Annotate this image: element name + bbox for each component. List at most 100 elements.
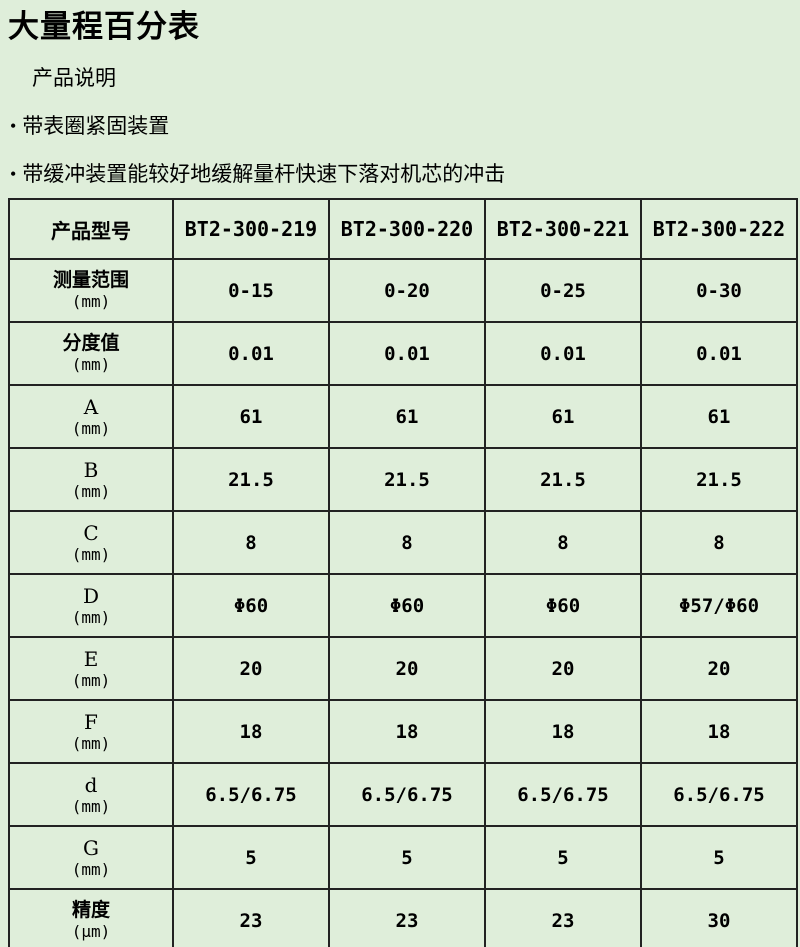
value-cell: Φ60 — [484, 573, 642, 639]
value-cell: 0-25 — [484, 258, 642, 324]
table-row: E (mm) 20 20 20 20 — [8, 636, 798, 702]
value-cell: 6.5/6.75 — [328, 762, 486, 828]
row-unit: (mm) — [71, 859, 111, 879]
value-cell: 20 — [328, 636, 486, 702]
row-label-cell: G (mm) — [8, 825, 174, 891]
section-heading: 产品说明 — [32, 65, 116, 90]
row-label: E — [83, 646, 99, 671]
row-label-cell: 分度值 (mm) — [8, 321, 174, 387]
value-cell: 23 — [172, 888, 330, 947]
row-unit: (mm) — [71, 670, 111, 690]
value-cell: 6.5/6.75 — [640, 762, 798, 828]
spec-table-body: 测量范围 (mm) 0-15 0-20 0-25 0-30 分度值 (mm) 0.01 0.01 0… — [8, 258, 798, 947]
row-unit: (mm) — [71, 733, 111, 753]
product-spec-table: 产品型号 BT2-300-219 BT2-300-220 BT2-300-221 BT… — [8, 198, 798, 947]
row-label: F — [84, 709, 98, 734]
header-cell-product-model: 产品型号 — [8, 198, 174, 261]
value-cell: 18 — [172, 699, 330, 765]
value-cell: 21.5 — [172, 447, 330, 513]
value-cell: 18 — [640, 699, 798, 765]
row-label: C — [83, 520, 99, 545]
value-cell: 61 — [484, 384, 642, 450]
header-cell-model: BT2-300-222 — [640, 198, 798, 261]
value-cell: Φ60 — [172, 573, 330, 639]
value-cell: 6.5/6.75 — [484, 762, 642, 828]
value-cell: 0-30 — [640, 258, 798, 324]
row-unit: (mm) — [71, 292, 111, 312]
row-label-cell: D (mm) — [8, 573, 174, 639]
value-cell: 20 — [484, 636, 642, 702]
table-row: d (mm) 6.5/6.75 6.5/6.75 6.5/6.75 6.5/6.75 — [8, 762, 798, 828]
row-label: B — [83, 457, 99, 482]
value-cell: Φ60 — [328, 573, 486, 639]
value-cell: 6.5/6.75 — [172, 762, 330, 828]
value-cell: 61 — [640, 384, 798, 450]
value-cell: 0.01 — [640, 321, 798, 387]
value-cell: 23 — [484, 888, 642, 947]
row-label: G — [83, 835, 99, 860]
value-cell: 0.01 — [484, 321, 642, 387]
row-label-cell: B (mm) — [8, 447, 174, 513]
table-row: 分度值 (mm) 0.01 0.01 0.01 0.01 — [8, 321, 798, 387]
table-row: 精度 (μm) 23 23 23 30 — [8, 888, 798, 947]
value-cell: 8 — [172, 510, 330, 576]
table-row: A (mm) 61 61 61 61 — [8, 384, 798, 450]
row-label-cell: 测量范围 (mm) — [8, 258, 174, 324]
header-cell-model: BT2-300-220 — [328, 198, 486, 261]
header-row: 产品型号 BT2-300-219 BT2-300-220 BT2-300-221 BT… — [8, 198, 798, 261]
bullet-text: 带表圈紧固装置 — [22, 113, 170, 138]
value-cell: 21.5 — [328, 447, 486, 513]
row-label-cell: 精度 (μm) — [8, 888, 174, 947]
value-cell: 0-15 — [172, 258, 330, 324]
row-label: D — [82, 583, 100, 608]
bullet-dot-icon: • — [10, 115, 17, 136]
table-row: C (mm) 8 8 8 8 — [8, 510, 798, 576]
value-cell: 8 — [328, 510, 486, 576]
row-label: d — [84, 772, 98, 797]
value-cell: 18 — [484, 699, 642, 765]
value-cell: 5 — [640, 825, 798, 891]
row-label: 精度 — [71, 899, 110, 922]
value-cell: 8 — [640, 510, 798, 576]
value-cell: 5 — [328, 825, 486, 891]
feature-bullet-list: • 带表圈紧固装置 • 带缓冲装置能较好地缓解量杆快速下落对机芯的冲击 — [10, 114, 800, 187]
table-row: D (mm) Φ60 Φ60 Φ60 Φ57/Φ60 — [8, 573, 798, 639]
row-unit: (mm) — [71, 544, 111, 564]
value-cell: 5 — [172, 825, 330, 891]
value-cell: 21.5 — [484, 447, 642, 513]
spec-table-header: 产品型号 BT2-300-219 BT2-300-220 BT2-300-221 BT… — [8, 198, 798, 261]
bullet-dot-icon: • — [10, 163, 17, 184]
row-unit: (mm) — [71, 481, 111, 501]
value-cell: 0-20 — [328, 258, 486, 324]
header-cell-model: BT2-300-221 — [484, 198, 642, 261]
product-spec-page: 大量程百分表 产品说明 • 带表圈紧固装置 • 带缓冲装置能较好地缓解量杆快速下落对机… — [0, 8, 800, 947]
table-row: G (mm) 5 5 5 5 — [8, 825, 798, 891]
value-cell: 0.01 — [172, 321, 330, 387]
value-cell: Φ57/Φ60 — [640, 573, 798, 639]
header-cell-model: BT2-300-219 — [172, 198, 330, 261]
page-title: 大量程百分表 — [8, 9, 200, 44]
bullet-text: 带缓冲装置能较好地缓解量杆快速下落对机芯的冲击 — [22, 162, 506, 187]
row-label: A — [83, 394, 99, 419]
value-cell: 30 — [640, 888, 798, 947]
row-unit: (mm) — [71, 355, 111, 375]
value-cell: 21.5 — [640, 447, 798, 513]
value-cell: 0.01 — [328, 321, 486, 387]
value-cell: 5 — [484, 825, 642, 891]
row-label-cell: d (mm) — [8, 762, 174, 828]
row-unit: (mm) — [71, 418, 111, 438]
value-cell: 8 — [484, 510, 642, 576]
bullet-item: • 带表圈紧固装置 — [10, 114, 800, 139]
table-row: 测量范围 (mm) 0-15 0-20 0-25 0-30 — [8, 258, 798, 324]
bullet-item: • 带缓冲装置能较好地缓解量杆快速下落对机芯的冲击 — [10, 162, 800, 187]
value-cell: 61 — [172, 384, 330, 450]
value-cell: 18 — [328, 699, 486, 765]
row-label: 测量范围 — [52, 269, 129, 292]
row-label-cell: C (mm) — [8, 510, 174, 576]
row-unit: (mm) — [71, 607, 111, 627]
value-cell: 61 — [328, 384, 486, 450]
value-cell: 20 — [172, 636, 330, 702]
row-label: 分度值 — [62, 332, 120, 355]
value-cell: 20 — [640, 636, 798, 702]
row-label-cell: A (mm) — [8, 384, 174, 450]
